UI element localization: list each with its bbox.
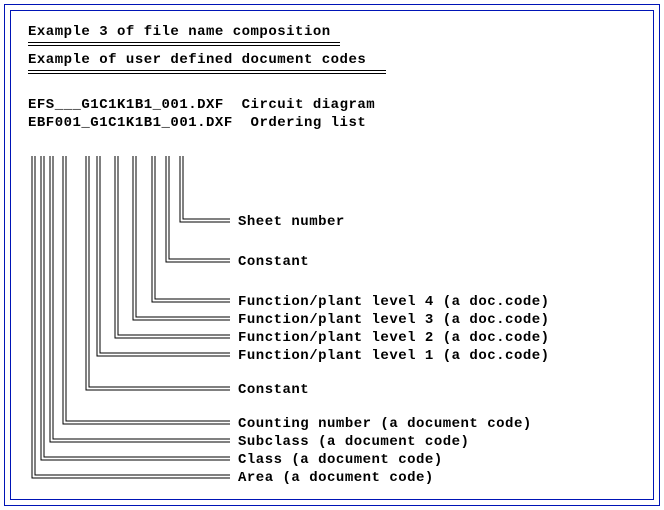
connector-lines [0, 0, 664, 510]
